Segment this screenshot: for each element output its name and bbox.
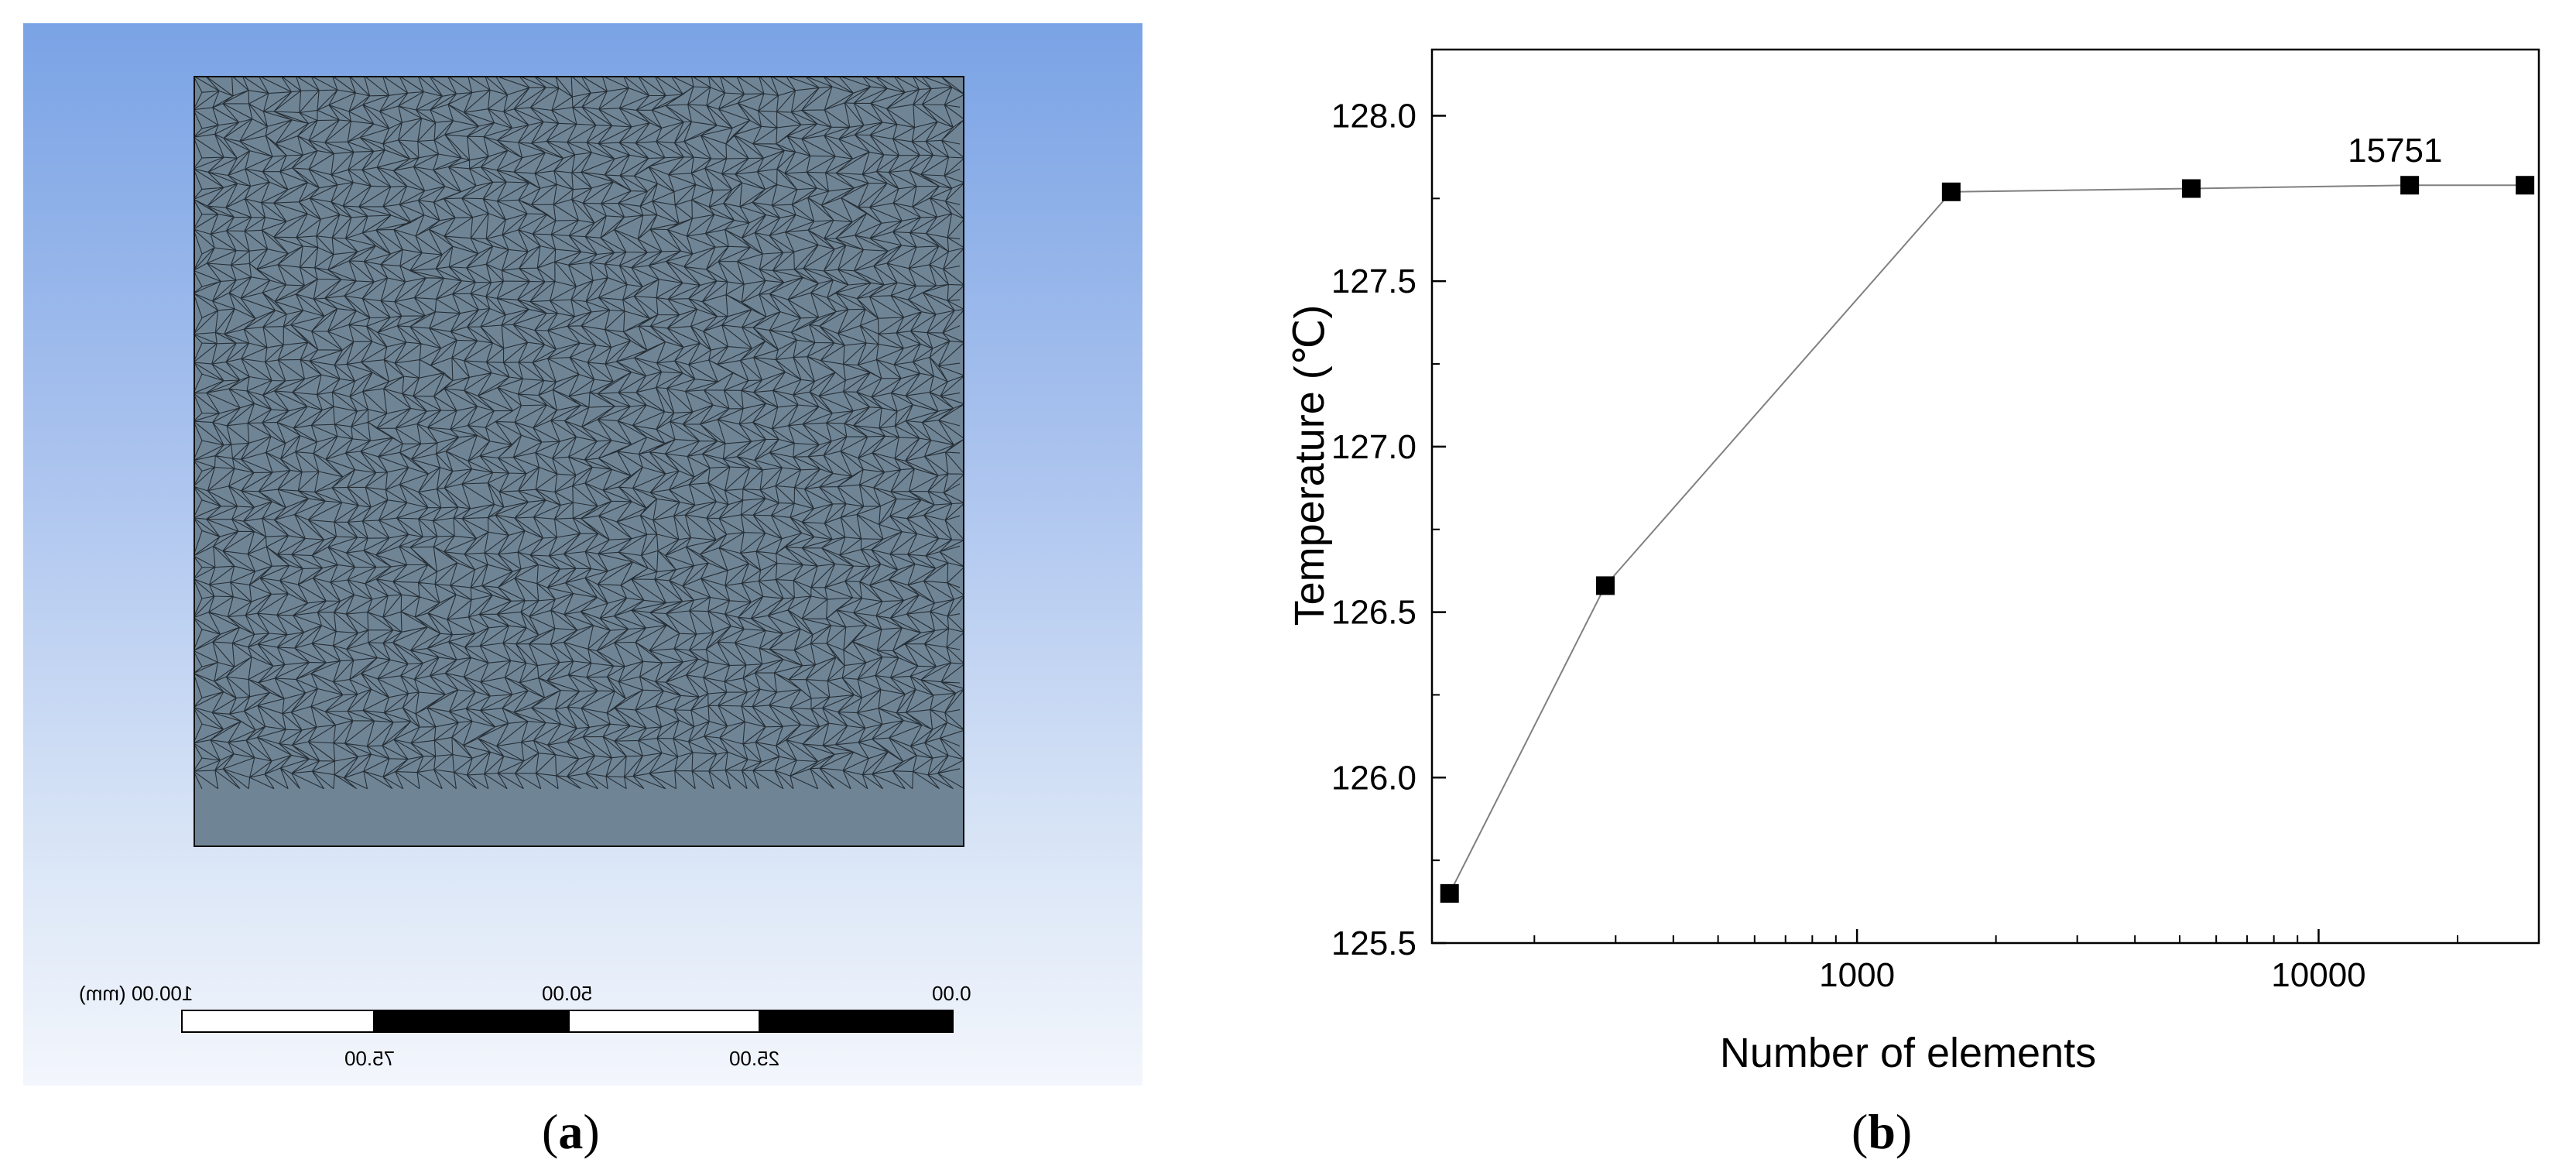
scale-bar: 0.00 50.00 100.00 (mm) 25.00 75.00 <box>23 23 1142 1086</box>
x-tick-label: 1000 <box>1819 956 1895 994</box>
scale-segment-3 <box>568 1010 760 1033</box>
scale-label-25: 25.00 <box>729 1047 780 1070</box>
scale-label-100: 100.00 (mm) <box>79 982 194 1005</box>
mesh-panel: 0.00 50.00 100.00 (mm) 25.00 75.00 <box>23 23 1142 1086</box>
y-tick-label: 127.5 <box>1331 262 1416 300</box>
data-point <box>2182 179 2201 198</box>
scale-segment-1 <box>181 1010 375 1033</box>
scale-segment-2 <box>375 1010 568 1033</box>
data-point <box>1596 576 1615 595</box>
data-point <box>2516 176 2535 195</box>
y-tick-label: 125.5 <box>1331 924 1416 962</box>
mesh-lines <box>194 76 964 790</box>
temperature-chart: 125.5 126.0 126.5 127.0 127.5 128.0 1000 10000 N… <box>1286 48 2540 1076</box>
scale-label-50: 50.00 <box>542 982 593 1005</box>
caption-b: (b) <box>1852 1104 1913 1159</box>
scale-label-0: 0.00 <box>932 982 971 1005</box>
data-point <box>2400 176 2420 195</box>
mesh-border <box>194 76 964 847</box>
mesh-square <box>194 76 964 847</box>
y-tick-label: 126.5 <box>1331 594 1416 632</box>
series-line <box>1448 184 2526 894</box>
y-tick-label: 128.0 <box>1331 97 1416 135</box>
plot-frame <box>1430 48 2540 945</box>
y-tick-label: 126.0 <box>1331 759 1416 797</box>
scale-label-75: 75.00 <box>344 1047 396 1070</box>
y-tick-label: 127.0 <box>1331 428 1416 466</box>
x-tick-label: 10000 <box>2271 956 2365 994</box>
y-axis-title: Temperature (℃) <box>1286 305 1333 626</box>
data-point <box>1941 182 1961 201</box>
data-point <box>1440 883 1459 903</box>
x-axis-title: Number of elements <box>1720 1030 2096 1076</box>
caption-a: (a) <box>542 1104 600 1159</box>
scale-segment-4 <box>760 1010 954 1033</box>
data-annotation: 15751 <box>2348 132 2442 170</box>
